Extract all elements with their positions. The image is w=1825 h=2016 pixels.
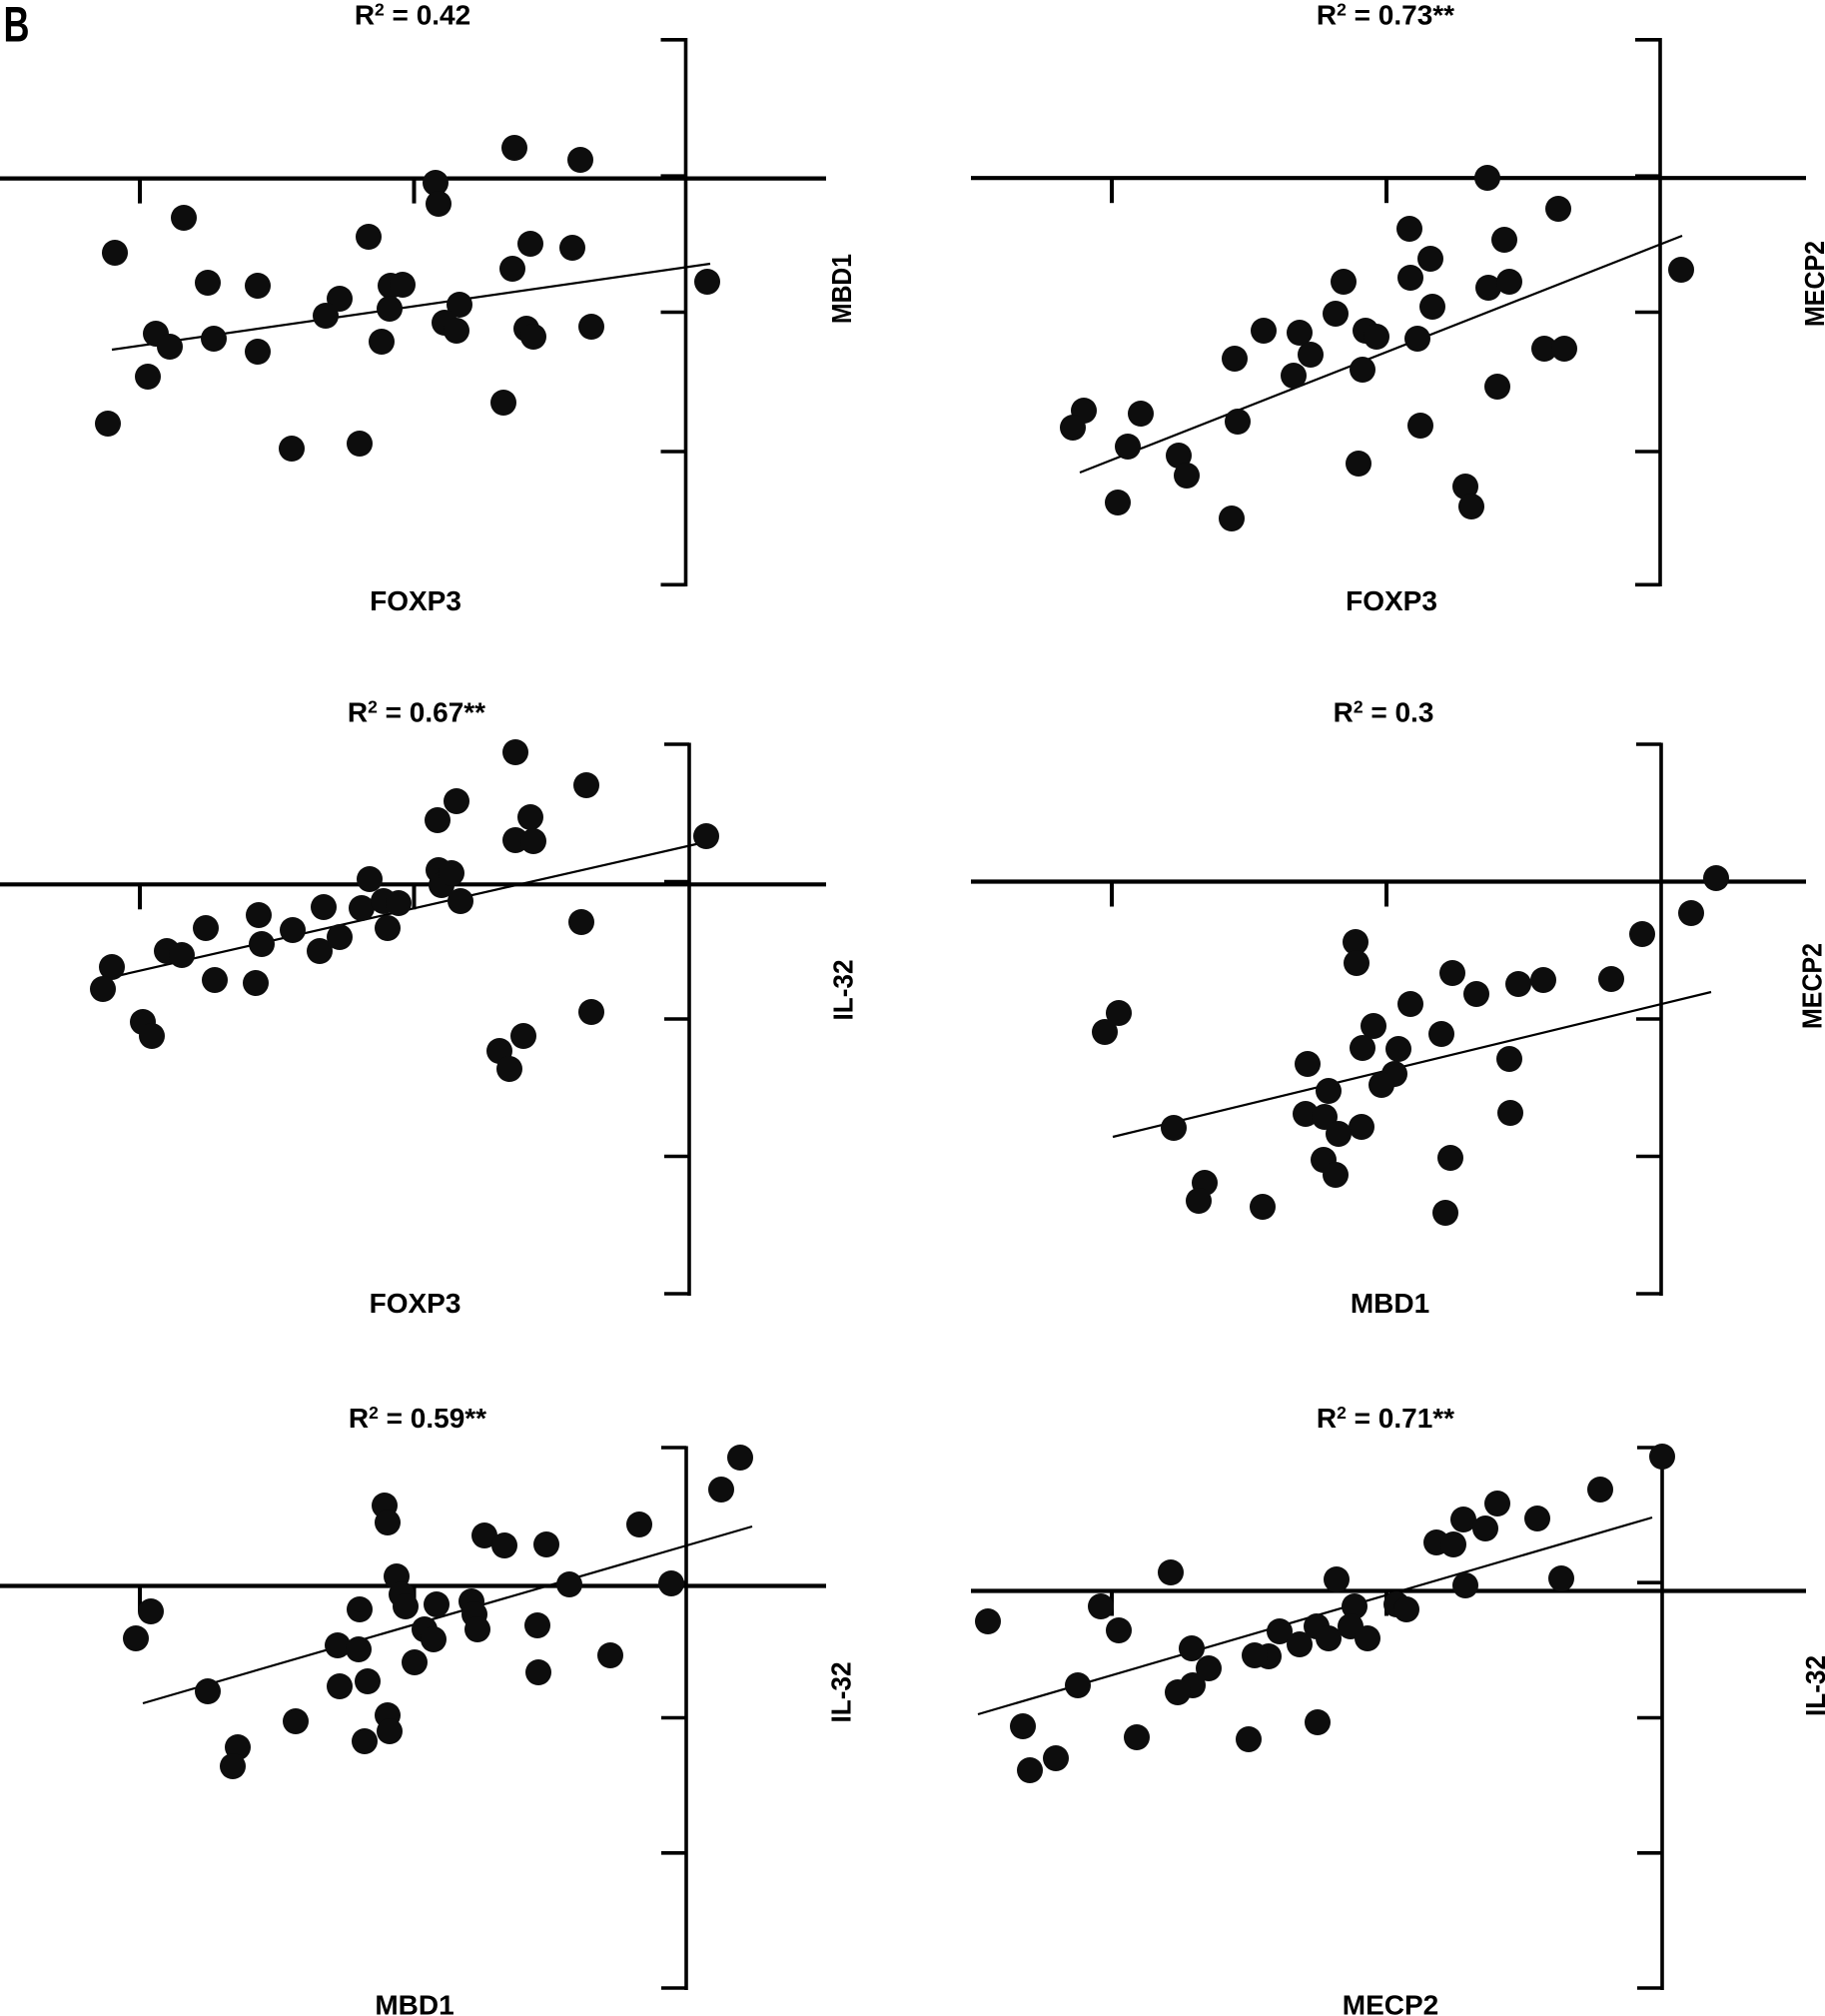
svg-text:R2 = 0.67**: R2 = 0.67** [348,697,485,728]
svg-text:IL-32: IL-32 [828,960,859,1021]
svg-text:MBD1: MBD1 [375,1990,454,2016]
svg-text:FOXP3: FOXP3 [1346,585,1437,616]
svg-text:MECP2: MECP2 [1799,241,1825,327]
svg-text:FOXP3: FOXP3 [370,1288,461,1319]
svg-text:R2 = 0.42: R2 = 0.42 [355,0,470,31]
svg-text:R2 = 0.3: R2 = 0.3 [1334,697,1434,728]
svg-text:IL-32: IL-32 [1800,1655,1825,1716]
svg-text:MECP2: MECP2 [1343,1990,1438,2016]
svg-text:R2 = 0.73**: R2 = 0.73** [1317,0,1454,31]
svg-text:R2 = 0.71**: R2 = 0.71** [1317,1403,1454,1434]
svg-text:IL-32: IL-32 [826,1662,857,1723]
svg-text:B: B [4,0,30,53]
svg-text:R2 = 0.59**: R2 = 0.59** [349,1403,486,1434]
svg-text:MBD1: MBD1 [826,254,857,324]
svg-text:MECP2: MECP2 [1797,943,1825,1029]
svg-text:MBD1: MBD1 [1351,1288,1429,1319]
svg-text:FOXP3: FOXP3 [370,585,461,616]
